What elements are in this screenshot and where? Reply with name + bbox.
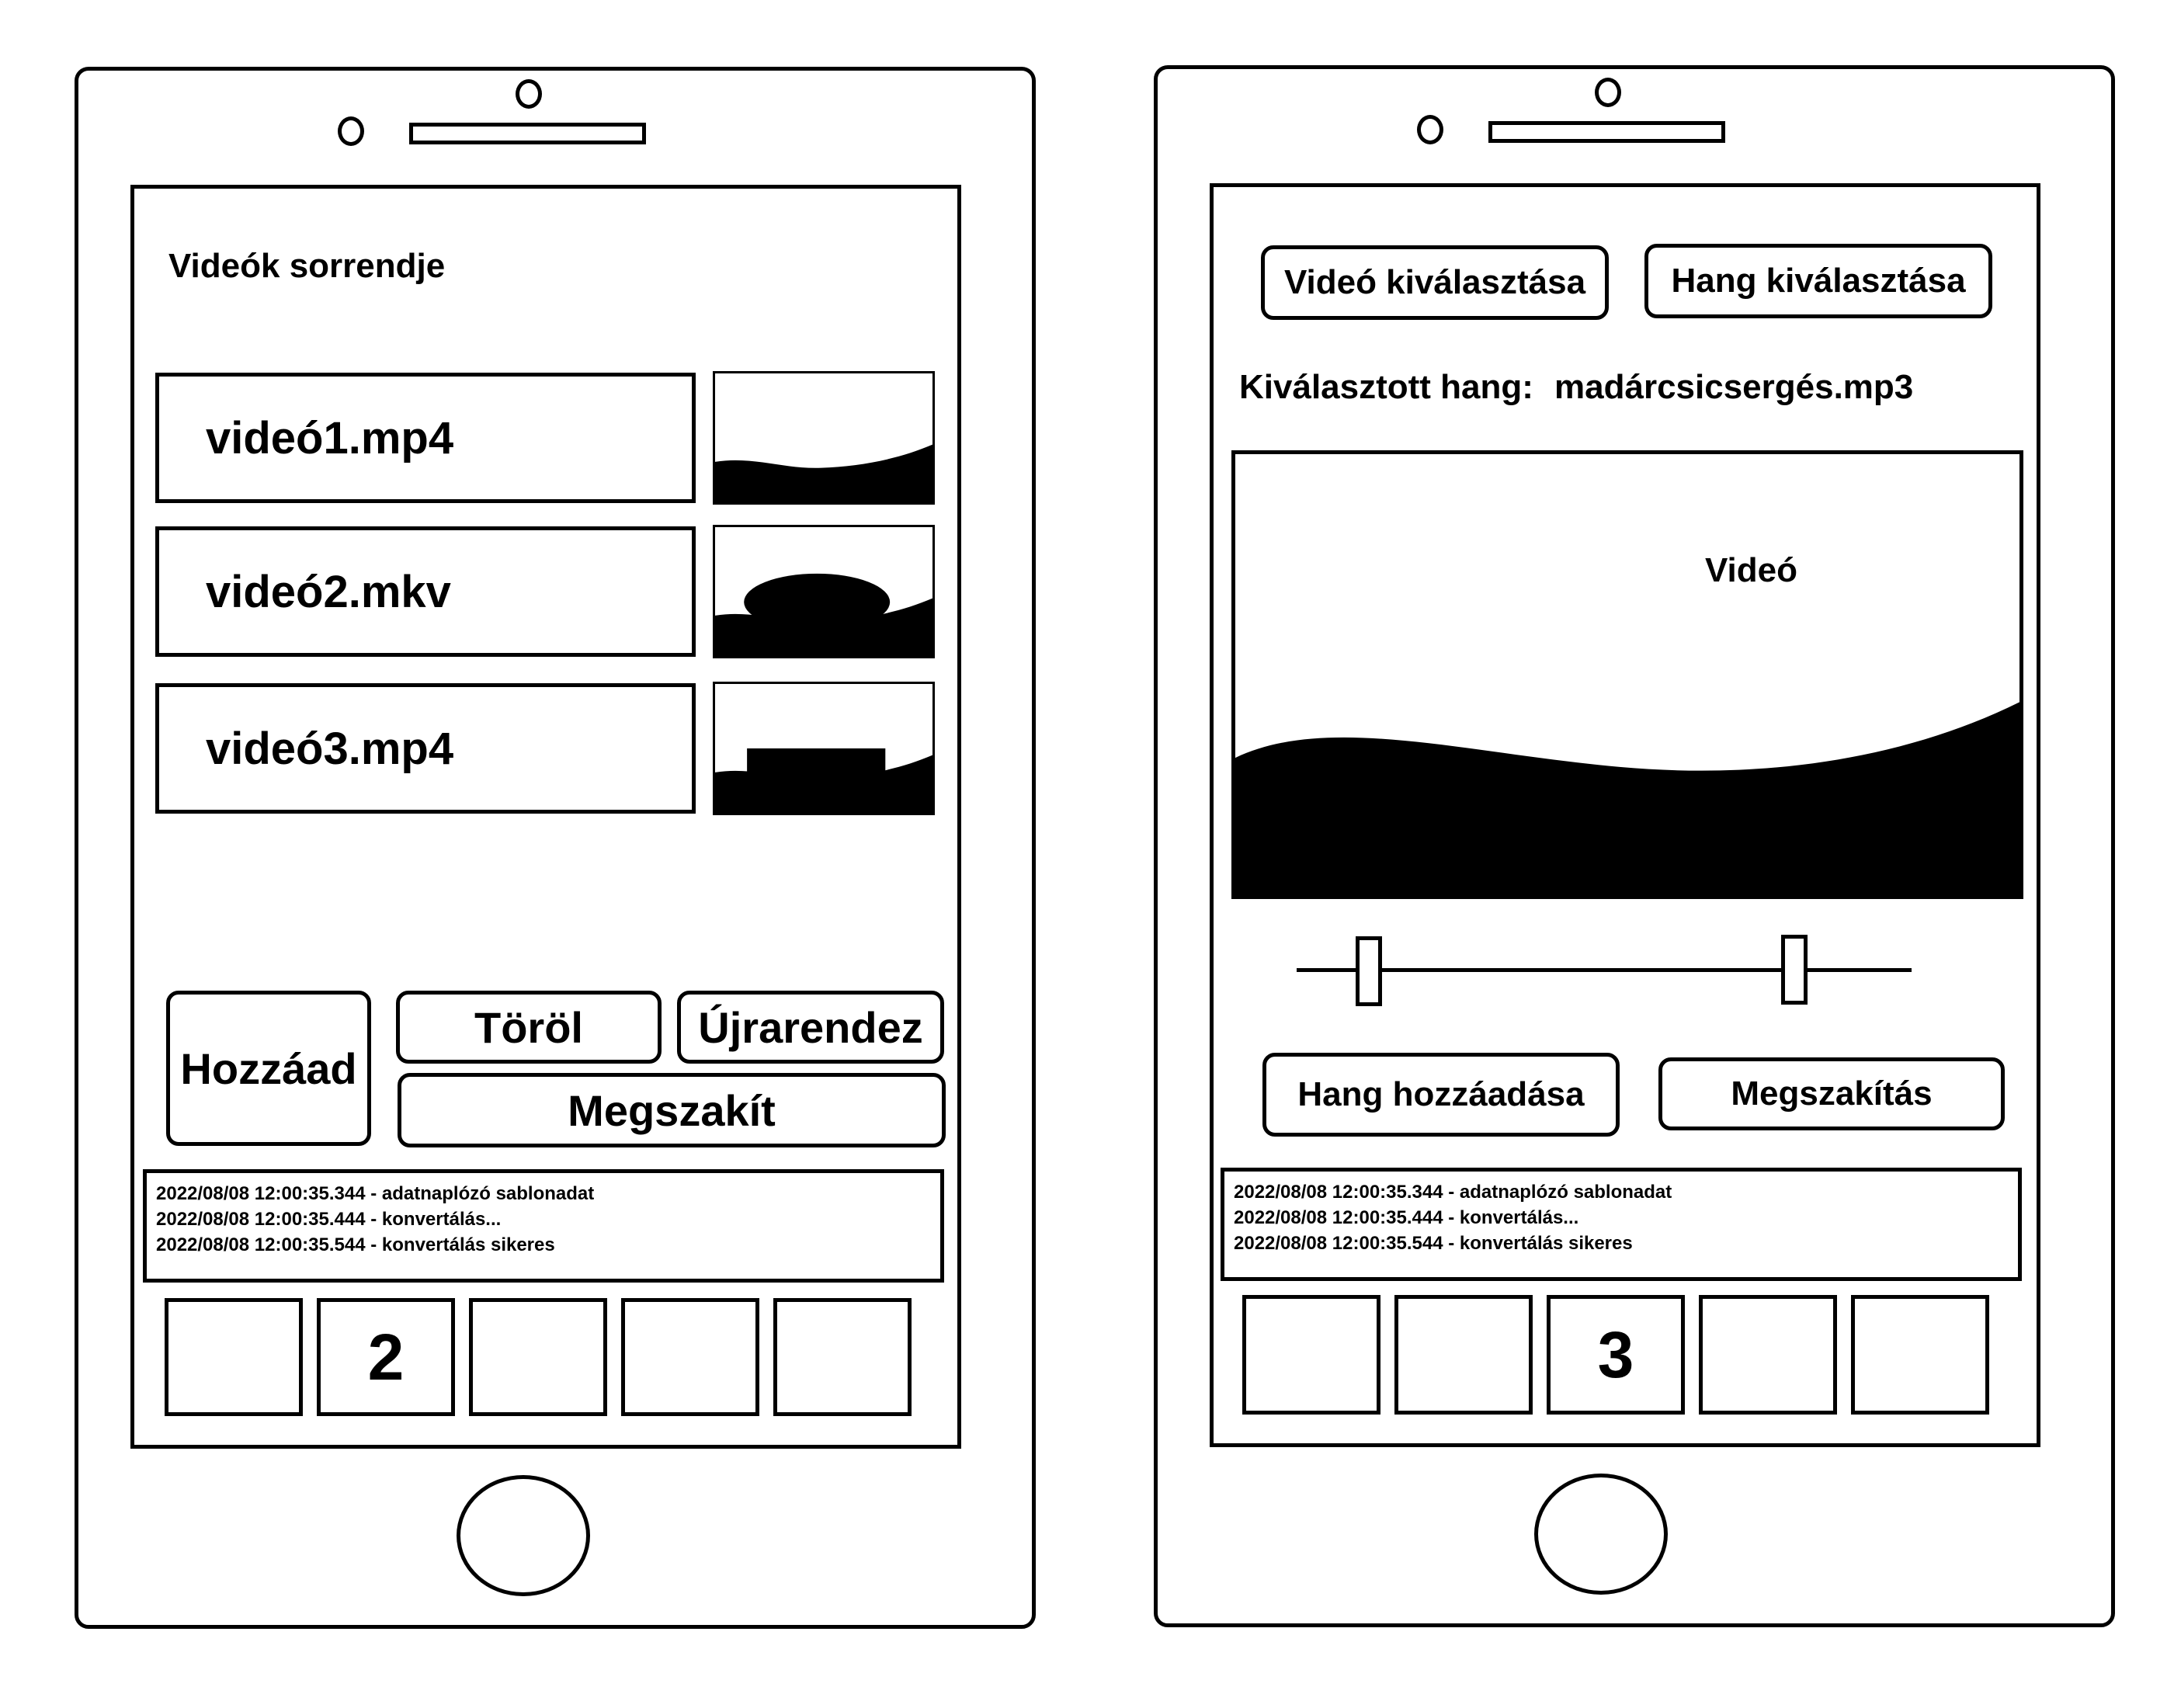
dome-thumbnail [713, 525, 935, 658]
log-line: 2022/08/08 12:00:35.444 - konvertálás... [1234, 1207, 1579, 1228]
log-panel: 2022/08/08 12:00:35.344 - adatnaplózó sa… [1221, 1168, 2022, 1281]
building-thumbnail [713, 682, 935, 815]
log-line: 2022/08/08 12:00:35.544 - konvertálás si… [1234, 1233, 1633, 1254]
tab-5[interactable] [773, 1298, 912, 1416]
trim-slider-track[interactable] [1297, 968, 1912, 972]
tab-5[interactable] [1851, 1295, 1989, 1415]
tab-1[interactable] [165, 1298, 303, 1416]
tab-2[interactable] [1394, 1295, 1533, 1415]
sensor-icon [516, 79, 542, 109]
log-line: 2022/08/08 12:00:35.544 - konvertálás si… [156, 1234, 555, 1255]
speaker-grille [409, 123, 646, 144]
video-player[interactable] [1231, 450, 2023, 899]
select-video-button[interactable]: Videó kiválasztása [1261, 245, 1609, 320]
list-item-video1[interactable]: videó1.mp4 [155, 373, 696, 503]
select-audio-button[interactable]: Hang kiválasztása [1644, 244, 1992, 318]
video-label: Videó [1705, 551, 1798, 589]
list-item-video3[interactable]: videó3.mp4 [155, 683, 696, 814]
list-item-video2[interactable]: videó2.mkv [155, 526, 696, 657]
abort-button[interactable]: Megszakít [398, 1073, 946, 1147]
speaker-grille [1488, 121, 1725, 143]
front-camera-icon [338, 116, 364, 146]
tab-4[interactable] [621, 1298, 759, 1416]
selected-audio-label: Kiválasztott hang: [1239, 368, 1533, 406]
home-button[interactable] [457, 1475, 590, 1596]
front-camera-icon [1417, 115, 1443, 144]
add-audio-button[interactable]: Hang hozzáadása [1262, 1053, 1620, 1137]
tab-3[interactable]: 3 [1547, 1295, 1685, 1415]
log-line: 2022/08/08 12:00:35.344 - adatnaplózó sa… [156, 1183, 595, 1204]
selected-audio-value: madárcsicsergés.mp3 [1554, 368, 1914, 406]
tab-1[interactable] [1242, 1295, 1380, 1415]
trim-start-handle[interactable] [1356, 936, 1382, 1006]
reorder-button[interactable]: Újrarendez [677, 991, 944, 1064]
log-line: 2022/08/08 12:00:35.344 - adatnaplózó sa… [1234, 1182, 1672, 1203]
add-button[interactable]: Hozzáad [166, 991, 371, 1146]
log-line: 2022/08/08 12:00:35.444 - konvertálás... [156, 1209, 502, 1230]
trim-end-handle[interactable] [1781, 935, 1808, 1005]
landscape-thumbnail [713, 371, 935, 505]
delete-button[interactable]: Töröl [396, 991, 662, 1064]
tab-4[interactable] [1699, 1295, 1837, 1415]
abort-button[interactable]: Megszakítás [1658, 1057, 2005, 1130]
page-title: Videók sorrendje [168, 247, 446, 285]
home-button[interactable] [1534, 1474, 1668, 1595]
tab-2[interactable]: 2 [317, 1298, 455, 1416]
file-name: videó1.mp4 [206, 412, 454, 463]
file-name: videó2.mkv [206, 566, 451, 617]
tab-3[interactable] [469, 1298, 607, 1416]
log-panel: 2022/08/08 12:00:35.344 - adatnaplózó sa… [143, 1169, 944, 1283]
sensor-icon [1595, 78, 1621, 107]
file-name: videó3.mp4 [206, 723, 454, 774]
